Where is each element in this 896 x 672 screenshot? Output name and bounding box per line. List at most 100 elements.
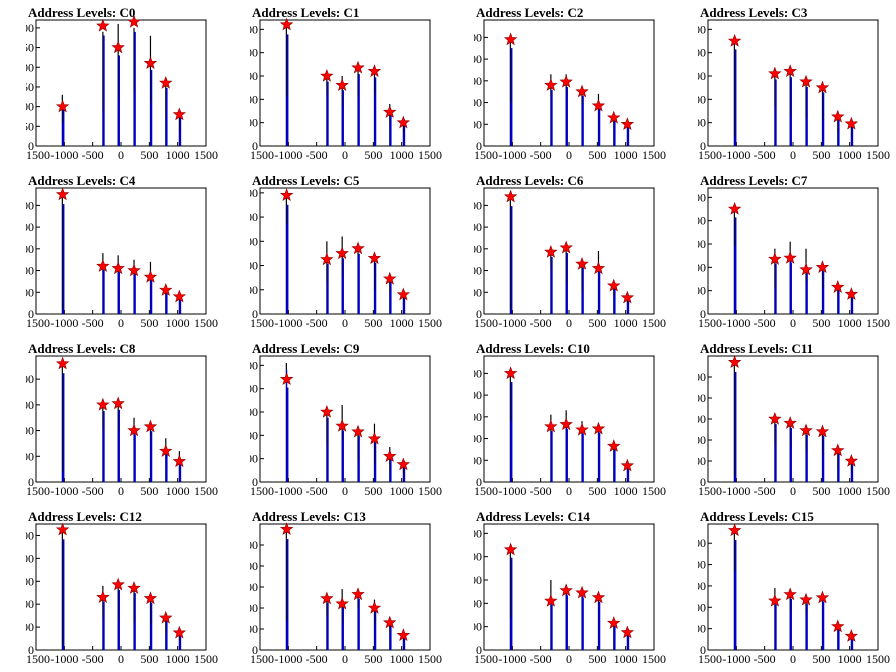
peak-star-marker [727, 355, 742, 369]
x-tick-label: 500 [812, 316, 830, 330]
x-tick-label: 0 [790, 652, 796, 666]
y-tick-label: 100 [250, 452, 258, 466]
x-tick-label: 0 [342, 484, 348, 498]
x-tick-label: 500 [364, 652, 382, 666]
chart-panel-10: Address Levels: C10 0 100 200 300 400 500 -1500… [474, 341, 666, 498]
y-tick-label: 400 [26, 551, 34, 565]
y-tick-label: 500 [474, 526, 482, 540]
peak-star-marker [768, 411, 782, 425]
y-tick-label: 400 [26, 220, 34, 234]
y-tick-label: 100 [474, 285, 482, 299]
x-tick-label: -1500 [698, 148, 722, 162]
y-tick-label: 0 [28, 643, 34, 657]
x-tick-label: -1500 [26, 148, 50, 162]
x-tick-label: 500 [140, 484, 158, 498]
x-tick-label: 1500 [194, 484, 218, 498]
y-tick-label: 200 [250, 601, 258, 615]
peak-star-marker [768, 252, 782, 265]
x-tick-label: -1000 [274, 484, 302, 498]
chart-title: Address Levels: C15 [700, 509, 814, 524]
x-tick-label: 0 [342, 652, 348, 666]
x-tick-label: 1500 [194, 148, 218, 162]
x-tick-label: -1500 [250, 484, 274, 498]
peak-star-marker [544, 419, 558, 433]
x-tick-label: 1500 [866, 148, 890, 162]
x-tick-label: 500 [140, 652, 158, 666]
x-tick-label: 1500 [418, 652, 442, 666]
peak-star-marker [351, 587, 365, 601]
y-tick-label: 0 [476, 643, 482, 657]
x-tick-label: 0 [790, 316, 796, 330]
peak-star-marker [727, 33, 742, 47]
x-tick-label: -1000 [498, 484, 526, 498]
x-tick-label: -500 [754, 484, 776, 498]
peak-star-marker [111, 396, 125, 410]
x-tick-label: 1000 [614, 148, 638, 162]
peak-star-marker [335, 418, 349, 432]
peak-star-marker [575, 422, 589, 436]
peak-star-marker [96, 590, 110, 604]
peak-star-marker [320, 68, 334, 82]
y-tick-label: 300 [698, 69, 706, 83]
chart-title: Address Levels: C14 [476, 509, 590, 524]
peak-star-marker [351, 424, 365, 438]
x-tick-label: 1500 [418, 316, 442, 330]
x-tick-label: 0 [342, 148, 348, 162]
y-tick-label: 100 [698, 622, 706, 636]
chart-title: Address Levels: C5 [252, 173, 360, 188]
plot-frame [259, 523, 431, 651]
y-tick-label: 400 [698, 214, 706, 228]
y-tick-label: 300 [698, 237, 706, 251]
peak-star-marker [172, 107, 187, 121]
y-tick-label: 0 [700, 139, 706, 153]
x-tick-label: 0 [566, 148, 572, 162]
peak-star-marker [727, 201, 742, 215]
peak-star-marker [320, 591, 334, 605]
y-tick-label: 200 [698, 600, 706, 614]
y-tick-label: 300 [26, 21, 34, 35]
y-tick-label: 100 [698, 284, 706, 298]
y-tick-label: 100 [26, 620, 34, 634]
chart-title: Address Levels: C8 [28, 341, 136, 356]
y-tick-label: 100 [698, 454, 706, 468]
x-tick-label: 500 [140, 148, 158, 162]
chart-title: Address Levels: C6 [476, 173, 584, 188]
y-tick-label: 400 [474, 388, 482, 402]
peak-star-marker [575, 84, 589, 98]
x-tick-label: 500 [140, 316, 158, 330]
x-tick-label: -500 [530, 652, 552, 666]
chart-panel-14: Address Levels: C14 0 100 200 300 400 500 -1500… [474, 509, 666, 666]
peak-star-marker [575, 585, 589, 599]
peak-star-marker [559, 240, 573, 254]
x-tick-label: -1000 [498, 316, 526, 330]
peak-star-marker [799, 423, 813, 437]
chart-panel-9: Address Levels: C90100200300400500-1500-… [250, 341, 442, 498]
peak-star-marker [620, 117, 635, 130]
x-tick-label: -500 [530, 148, 552, 162]
x-tick-label: -1000 [722, 652, 750, 666]
peak-star-marker [367, 251, 382, 264]
chart-panel-0: Address Levels: C0 0 50 100 150 200 250 300 -150… [26, 5, 218, 162]
peak-star-marker [111, 261, 125, 275]
peak-star-marker [544, 593, 558, 607]
y-tick-label: 0 [252, 475, 258, 489]
peak-star-marker [96, 18, 110, 32]
x-tick-label: 500 [588, 148, 606, 162]
chart-title: Address Levels: C12 [28, 509, 142, 524]
peak-star-marker [396, 628, 411, 642]
peak-star-marker [607, 110, 621, 124]
chart-title: Address Levels: C10 [476, 341, 590, 356]
peak-star-marker [172, 289, 187, 303]
x-tick-label: -1500 [250, 652, 274, 666]
peak-star-marker [127, 423, 141, 437]
chart-panel-8: Address Levels: C8 0 100 200 300 400 -1500-100… [26, 341, 218, 498]
x-tick-label: 1500 [194, 316, 218, 330]
y-tick-label: 300 [26, 574, 34, 588]
x-tick-label: -500 [754, 148, 776, 162]
x-tick-label: 500 [588, 316, 606, 330]
peak-star-marker [783, 587, 797, 601]
peak-star-marker [279, 17, 294, 31]
x-tick-label: -1000 [50, 316, 78, 330]
x-tick-label: -500 [754, 316, 776, 330]
peak-star-marker [111, 577, 125, 591]
